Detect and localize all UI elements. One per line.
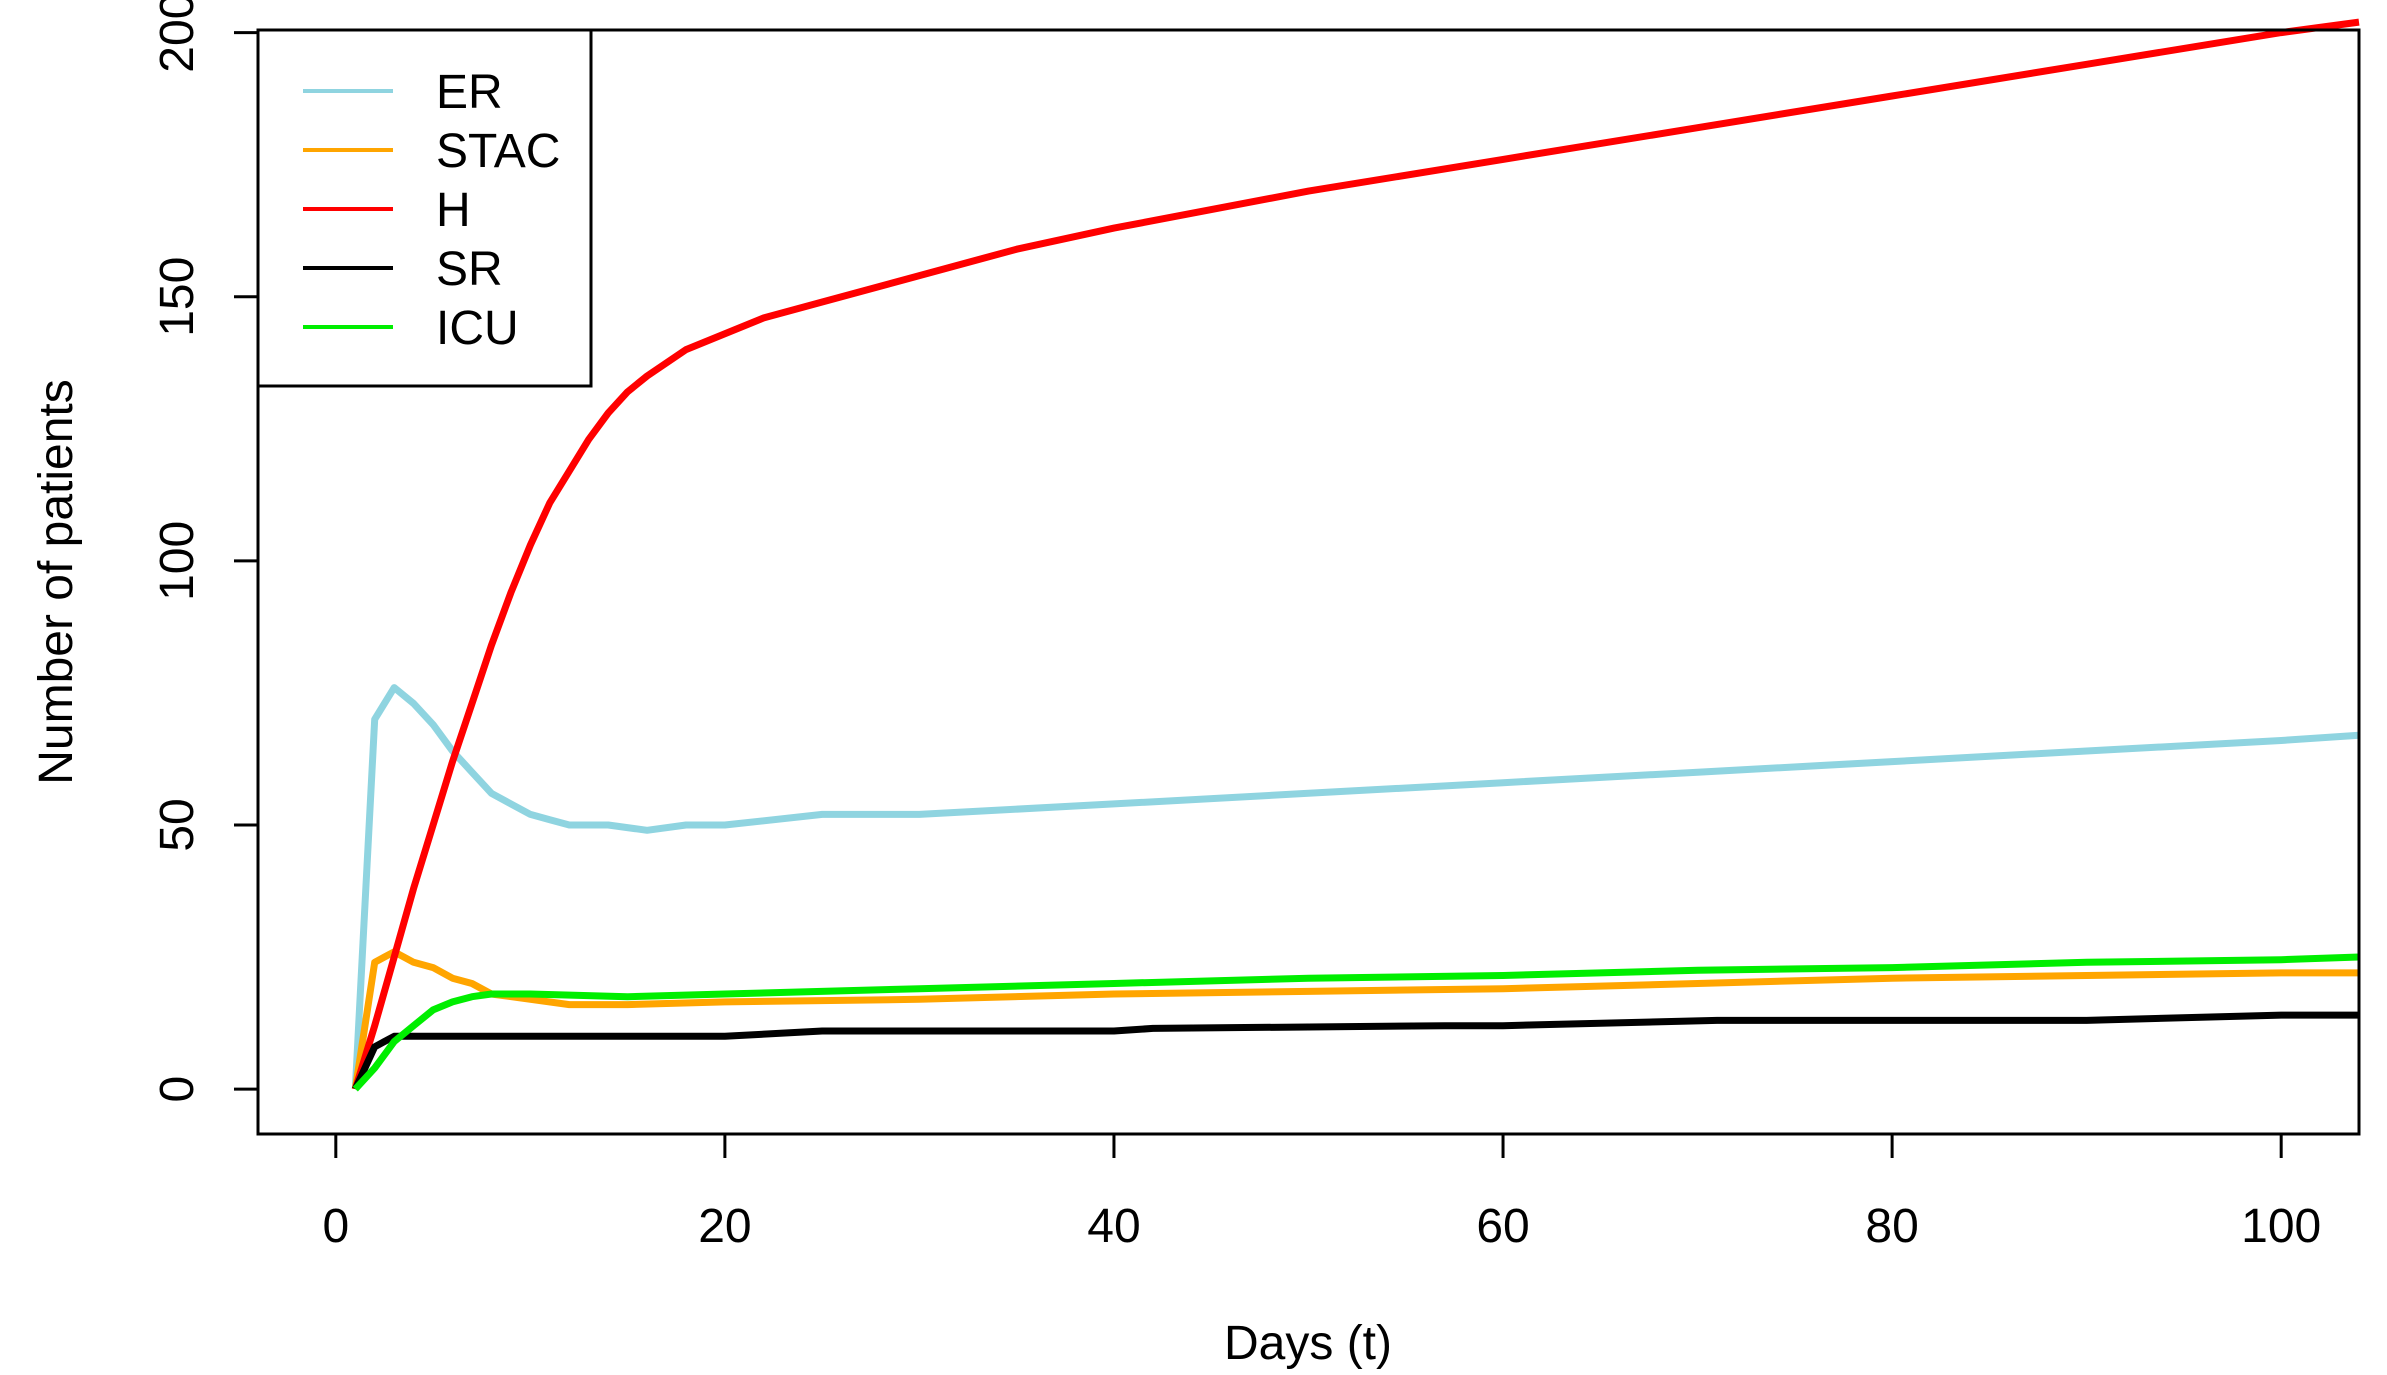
y-tick-label: 0	[151, 1076, 204, 1103]
y-axis: 0 50 100 150 200	[151, 0, 260, 1103]
series-line-icu	[352, 953, 2360, 1092]
x-tick-label: 60	[1476, 1200, 1529, 1253]
y-tick-label: 100	[151, 521, 204, 601]
x-axis: 0 20 40 60 80 100	[322, 1132, 2321, 1253]
legend-label-er: ER	[436, 66, 503, 119]
series-line-stac	[351, 948, 2359, 1090]
legend-label-stac: STAC	[436, 125, 560, 178]
series-layer	[351, 18, 2360, 1092]
y-tick-label: 150	[151, 257, 204, 337]
x-tick-label: 20	[698, 1200, 751, 1253]
series-line-h	[351, 18, 2360, 1091]
x-tick-label: 80	[1865, 1200, 1918, 1253]
x-axis-title: Days (t)	[1224, 1317, 1392, 1370]
x-tick-label: 100	[2241, 1200, 2321, 1253]
x-tick-label: 40	[1087, 1200, 1140, 1253]
x-tick-label: 0	[322, 1200, 349, 1253]
series-line-sr	[352, 1011, 2359, 1091]
y-axis-title: Number of patients	[30, 379, 83, 785]
y-tick-label: 200	[151, 0, 204, 73]
legend-label-sr: SR	[436, 243, 503, 296]
legend-label-h: H	[436, 184, 471, 237]
y-tick-label: 50	[151, 798, 204, 851]
series-line-er	[351, 684, 2360, 1090]
legend-items: ER STAC H SR ICU	[303, 66, 560, 355]
legend: ER STAC H SR ICU	[256, 28, 593, 388]
legend-label-icu: ICU	[436, 302, 519, 355]
